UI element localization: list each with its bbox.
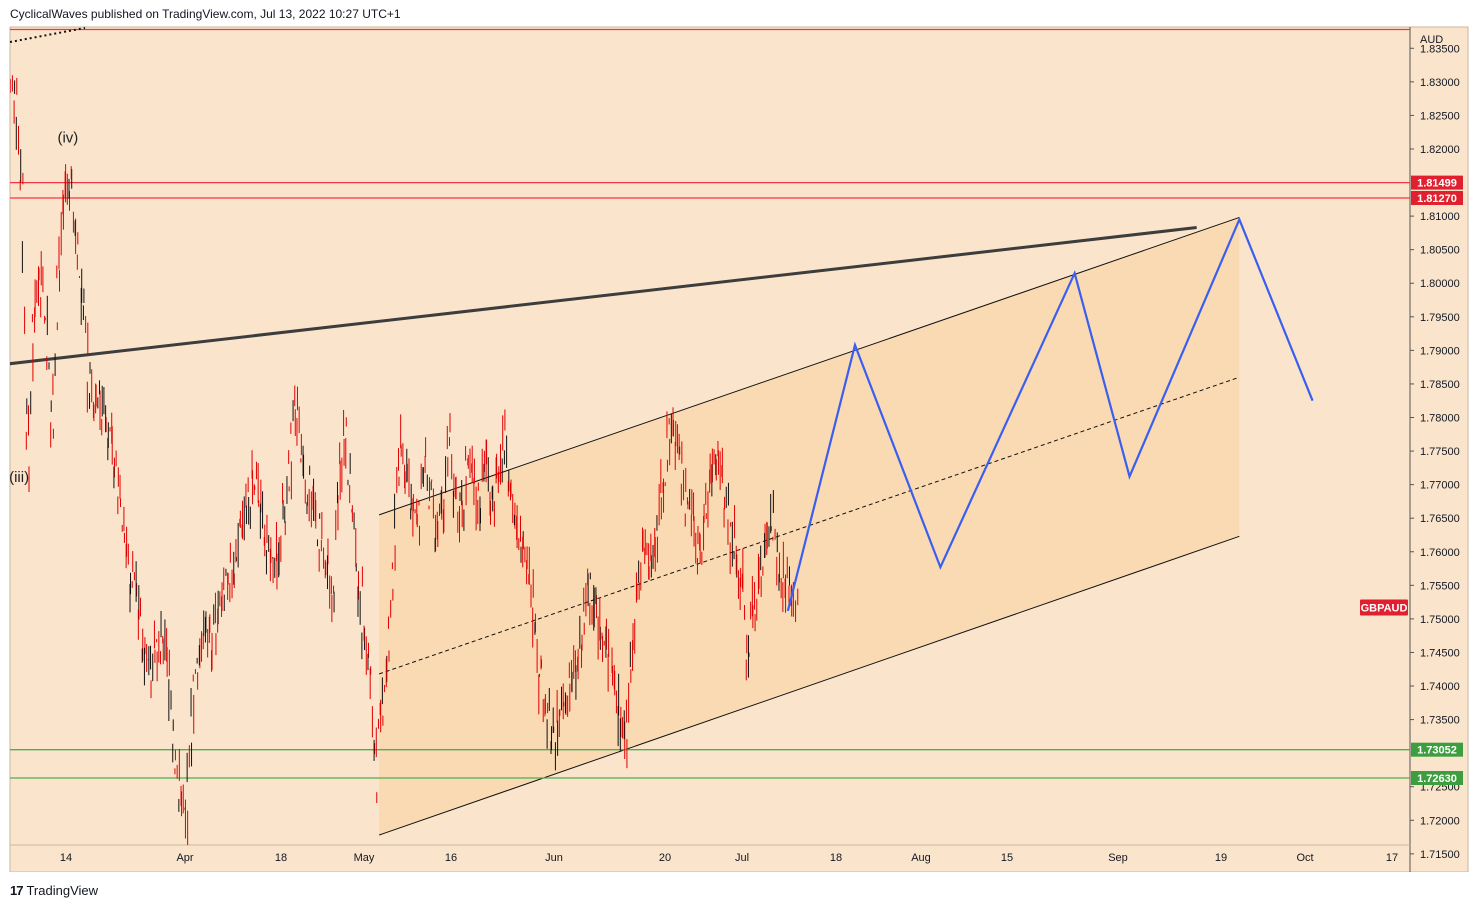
price-tick-label: 1.76000 [1420, 547, 1460, 559]
price-tick-label: 1.77000 [1420, 480, 1460, 492]
price-line-badge [1411, 771, 1463, 786]
price-tick-label: 1.81000 [1420, 211, 1460, 223]
price-tick-label: 1.75500 [1420, 580, 1460, 592]
time-tick-label: Oct [1296, 852, 1313, 864]
time-tick-label: Jul [735, 852, 749, 864]
price-tick-label: 1.74500 [1420, 647, 1460, 659]
price-tick-label: 1.83000 [1420, 77, 1460, 89]
price-tick-label: 1.83500 [1420, 43, 1460, 55]
price-tick-label: 1.80000 [1420, 278, 1460, 290]
price-tick-label: 1.79500 [1420, 312, 1460, 324]
time-tick-label: 15 [1001, 852, 1013, 864]
time-tick-label: 20 [659, 852, 671, 864]
price-line-label: 1.72630 [1417, 773, 1457, 785]
footer: 17 TradingView [10, 881, 98, 899]
wave-label: (v) [175, 845, 193, 862]
time-tick-label: 18 [275, 852, 287, 864]
tradingview-logo-icon: 17 [10, 882, 24, 898]
time-tick-label: May [354, 852, 375, 864]
symbol-badge [1360, 599, 1408, 616]
channel-upper-line [378, 216, 1240, 516]
channel-lower-line [378, 535, 1240, 836]
symbol-label: GBPAUD [1361, 602, 1408, 614]
time-tick-label: 19 [1215, 852, 1227, 864]
price-tick-label: 1.78500 [1420, 379, 1460, 391]
wave-label: (iv) [57, 129, 78, 146]
price-tick-label: 1.79000 [1420, 345, 1460, 357]
chart-frame [9, 26, 1469, 872]
time-tick-label: 16 [445, 852, 457, 864]
time-tick-label: Aug [911, 852, 931, 864]
price-tick-label: 1.82000 [1420, 144, 1460, 156]
time-tick-label: Sep [1108, 852, 1128, 864]
price-tick-label: 1.75000 [1420, 614, 1460, 626]
publisher-header: CyclicalWaves published on TradingView.c… [10, 7, 401, 21]
wave-projection-line [786, 216, 1314, 612]
trendline [10, 226, 1197, 366]
price-line-badge [1411, 175, 1463, 190]
price-line-label: 1.81499 [1417, 178, 1457, 190]
price-axis-background [1410, 27, 1468, 872]
price-tick-label: 1.78000 [1420, 413, 1460, 425]
currency-label: AUD [1420, 34, 1443, 46]
price-tick-label: 1.80500 [1420, 245, 1460, 257]
time-axis-background [10, 845, 1410, 872]
price-tick-label: 1.73500 [1420, 715, 1460, 727]
time-tick-label: Jun [545, 852, 563, 864]
price-tick-label: 1.82500 [1420, 110, 1460, 122]
wave-label: (iii) [9, 469, 29, 486]
time-tick-label: Apr [176, 852, 193, 864]
price-tick-label: 1.71500 [1420, 849, 1460, 861]
time-tick-label: 14 [60, 852, 72, 864]
price-tick-label: 1.77500 [1420, 446, 1460, 458]
price-line-badge [1411, 190, 1463, 205]
price-tick-label: 1.74000 [1420, 681, 1460, 693]
price-line-badge [1411, 742, 1463, 757]
time-tick-label: 18 [830, 852, 842, 864]
price-tick-label: 1.72000 [1420, 815, 1460, 827]
price-line-label: 1.73052 [1417, 745, 1457, 757]
tradingview-brand[interactable]: TradingView [26, 882, 99, 898]
time-tick-label: 17 [1386, 852, 1398, 864]
price-tick-label: 1.76500 [1420, 513, 1460, 525]
price-line-label: 1.81270 [1417, 193, 1457, 205]
